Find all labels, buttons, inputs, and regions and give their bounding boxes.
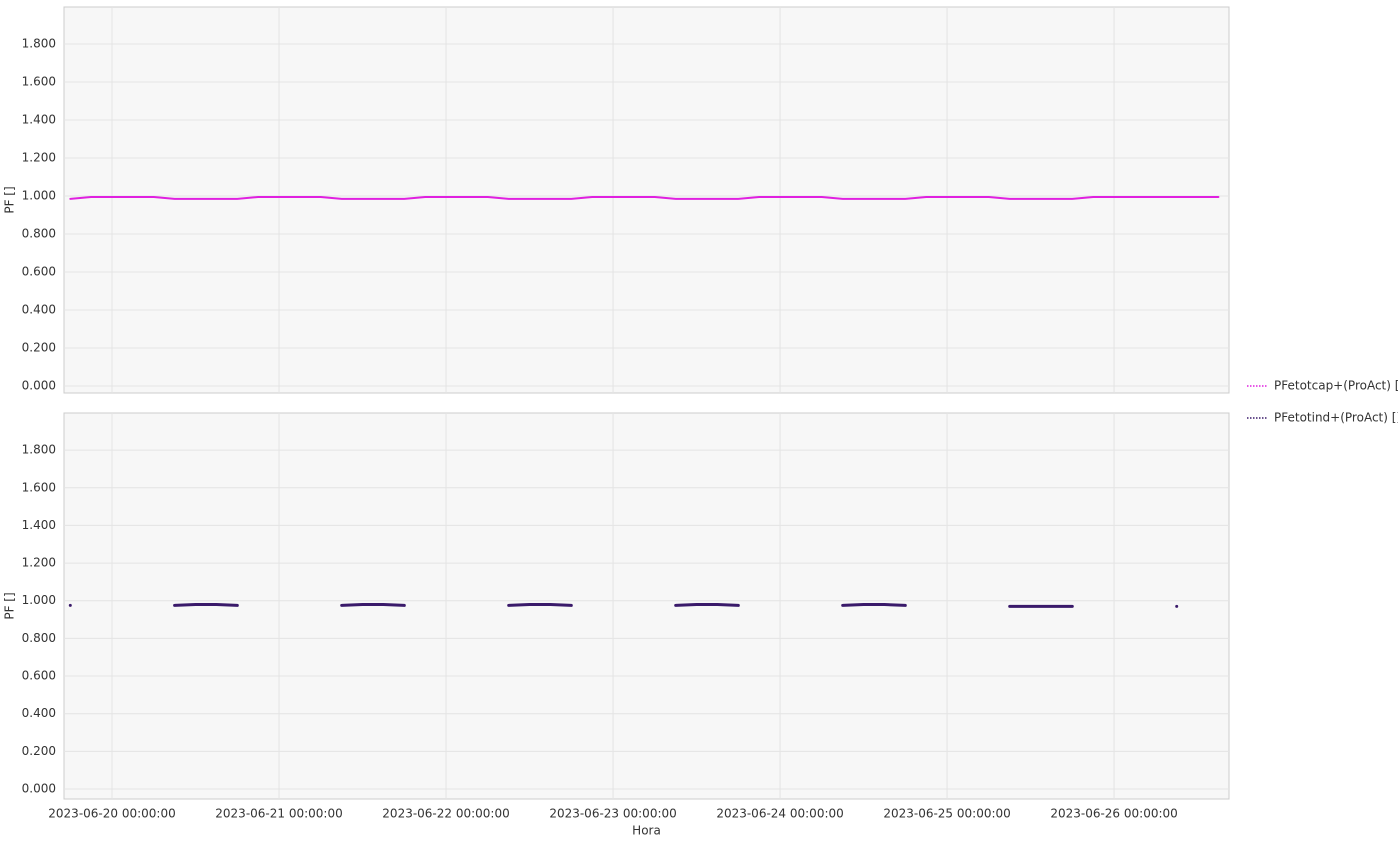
- plot-area: [63, 6, 1230, 394]
- y-tick-label: 1.200: [22, 556, 56, 570]
- data-line: [68, 603, 1179, 608]
- y-tick-label: 0.000: [22, 378, 56, 392]
- y-axis-label: PF []: [3, 186, 17, 213]
- x-tick-label: 2023-06-21 00:00:00: [215, 807, 342, 821]
- y-tick-label: 1.400: [22, 113, 56, 127]
- x-tick-label: 2023-06-24 00:00:00: [716, 807, 843, 821]
- y-tick-label: 0.400: [22, 302, 56, 316]
- y-axis-label: PF []: [3, 592, 17, 619]
- y-tick-label: 1.200: [22, 151, 56, 165]
- y-tick-label: 0.600: [22, 669, 56, 683]
- y-tick-label: 0.200: [22, 340, 56, 354]
- y-tick-label: 0.000: [22, 782, 56, 796]
- legend-label: PFetotcap+(ProAct) []: [1274, 379, 1398, 393]
- y-tick-label: 1.600: [22, 75, 56, 89]
- y-tick-label: 1.800: [22, 443, 56, 457]
- y-tick-label: 1.600: [22, 480, 56, 494]
- x-tick-label: 2023-06-26 00:00:00: [1050, 807, 1177, 821]
- y-tick-label: 1.400: [22, 518, 56, 532]
- y-tick-label: 0.600: [22, 264, 56, 278]
- y-tick-label: 0.800: [22, 631, 56, 645]
- data-line: [69, 196, 1220, 200]
- y-tick-label: 0.800: [22, 227, 56, 241]
- y-tick-label: 0.400: [22, 706, 56, 720]
- legend-label: PFetotind+(ProAct) []: [1274, 411, 1398, 425]
- x-tick-label: 2023-06-25 00:00:00: [883, 807, 1010, 821]
- y-tick-label: 1.000: [22, 593, 56, 607]
- x-tick-label: 2023-06-23 00:00:00: [549, 807, 676, 821]
- y-tick-label: 1.800: [22, 37, 56, 51]
- x-tick-label: 2023-06-22 00:00:00: [382, 807, 509, 821]
- y-tick-label: 1.000: [22, 189, 56, 203]
- x-tick-label: 2023-06-20 00:00:00: [48, 807, 175, 821]
- x-axis-label: Hora: [632, 824, 661, 838]
- y-tick-label: 0.200: [22, 744, 56, 758]
